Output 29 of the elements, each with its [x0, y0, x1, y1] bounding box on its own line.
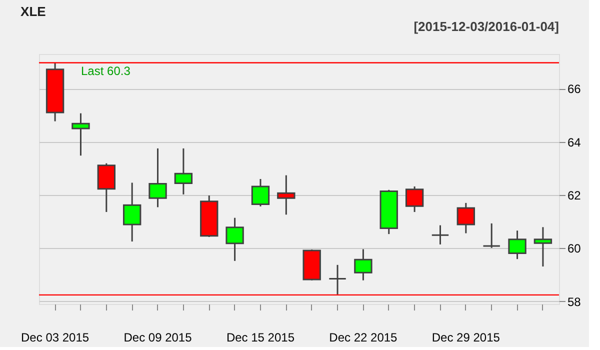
candlestick — [72, 112, 90, 156]
x-tick-label: Dec 29 2015 — [432, 330, 500, 344]
x-tick-label: Dec 03 2015 — [21, 330, 90, 344]
candlestick — [328, 264, 347, 296]
candlestick — [431, 224, 450, 246]
y-tick-label: 64 — [568, 135, 582, 150]
chart-subtitle: [2015-12-03/2016-01-04] — [414, 19, 559, 34]
candlestick — [174, 148, 193, 196]
y-tick-label: 66 — [568, 82, 582, 96]
y-tick-label: 62 — [568, 188, 582, 202]
candlestick — [482, 222, 501, 249]
candlestick — [277, 174, 296, 216]
candlestick — [226, 217, 244, 262]
candlestick — [456, 202, 476, 234]
candlestick — [97, 162, 116, 213]
y-tick-label: 58 — [568, 294, 582, 309]
x-tick-label: Dec 22 2015 — [329, 330, 398, 344]
y-tick-label: 60 — [568, 242, 582, 256]
candlestick — [405, 186, 424, 213]
x-tick-label: Dec 15 2015 — [226, 330, 295, 344]
candlestick — [251, 178, 270, 208]
candlestick — [508, 230, 526, 260]
annotation: Last 60.3 — [81, 64, 131, 78]
candlestick — [148, 148, 167, 208]
candlestick — [354, 248, 372, 282]
x-tick-label: Dec 09 2015 — [124, 330, 192, 344]
candlestick — [122, 182, 142, 242]
candlestick — [534, 226, 552, 268]
chart-title: XLE — [20, 4, 46, 19]
